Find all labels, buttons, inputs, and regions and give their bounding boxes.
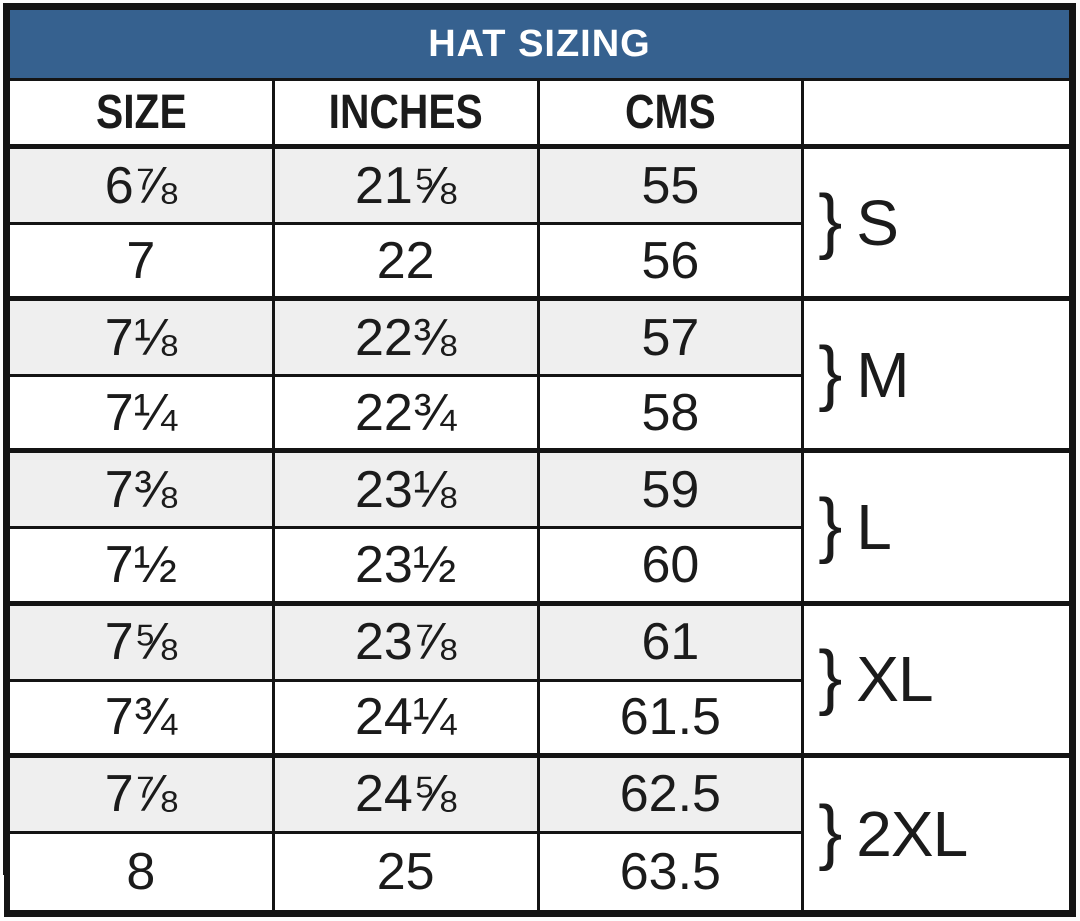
size-cell: 7⅞ [10,757,275,834]
size-cell: 6⅞ [10,149,275,226]
inches-cell: 22⅜ [274,301,540,378]
size-cell: 7⅛ [10,301,275,378]
cms-cell: 57 [539,301,805,378]
bracket-glyph: } [818,332,843,413]
cms-cell: 59 [539,453,805,530]
group-label-xl: } XL [804,605,1069,758]
cms-cell: 63.5 [539,833,805,910]
cms-cell: 60 [539,529,805,606]
bracket-glyph: } [818,484,843,565]
inches-cell: 22 [274,225,540,302]
group-label-m: } M [804,301,1069,454]
size-cell: 7¾ [10,681,275,758]
sizing-table: SIZE INCHES CMS 6⅞ 21⅝ 55 7 22 56 7⅛ 22⅜… [10,81,1069,910]
bracket-glyph: } [818,791,843,872]
group-label-s: } S [804,149,1069,302]
inches-cell: 24⅝ [274,757,540,834]
column-header-size: SIZE [10,81,275,149]
cms-cell: 61 [539,605,805,682]
cms-cell: 61.5 [539,681,805,758]
chart-title: HAT SIZING [10,10,1069,81]
bracket-glyph: } [818,637,843,718]
column-header-inches: INCHES [274,81,540,149]
cms-cell: 55 [539,149,805,226]
inches-cell: 22¾ [274,377,540,454]
column-header-group [804,81,1069,149]
chart-title-text: HAT SIZING [428,22,651,65]
group-letter: XL [856,643,933,716]
inches-cell: 23½ [274,529,540,606]
group-letter: M [856,338,909,411]
cms-cell: 58 [539,377,805,454]
table-frame: HAT SIZING SIZE INCHES CMS 6⅞ 21⅝ 55 7 2… [3,3,1076,917]
group-letter: 2XL [856,797,968,870]
cms-cell: 62.5 [539,757,805,834]
size-cell: 8 [10,833,275,910]
inches-cell: 21⅝ [274,149,540,226]
size-cell: 7⅝ [10,605,275,682]
cms-cell: 56 [539,225,805,302]
inches-cell: 25 [274,833,540,910]
size-cell: 7 [10,225,275,302]
group-letter: L [856,490,892,563]
scan-artifact [1,875,4,917]
group-label-2xl: } 2XL [804,757,1069,910]
inches-cell: 24¼ [274,681,540,758]
bracket-glyph: } [818,180,843,261]
size-cell: 7½ [10,529,275,606]
column-header-cms: CMS [539,81,805,149]
inches-cell: 23⅛ [274,453,540,530]
inches-cell: 23⅞ [274,605,540,682]
size-cell: 7⅜ [10,453,275,530]
group-letter: S [856,186,899,259]
group-label-l: } L [804,453,1069,606]
size-cell: 7¼ [10,377,275,454]
